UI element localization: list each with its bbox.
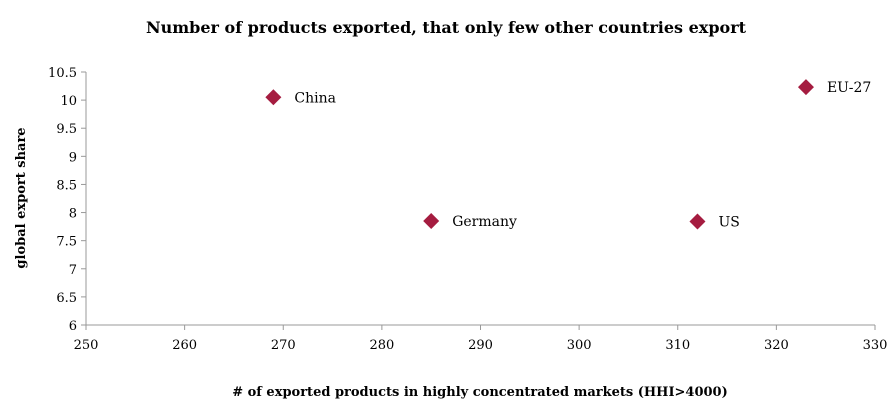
y-tick-label: 10.5 (48, 66, 77, 81)
data-point-marker (689, 213, 706, 230)
y-tick-label: 7.5 (56, 235, 77, 250)
y-tick-label: 7 (69, 263, 77, 278)
x-tick-label: 330 (863, 338, 888, 353)
x-tick-label: 250 (74, 338, 99, 353)
y-tick-label: 8 (69, 207, 77, 222)
x-tick-label: 320 (764, 338, 789, 353)
data-point-marker (265, 89, 282, 106)
data-point-label: Germany (452, 214, 517, 230)
y-axis-label: global export share (14, 127, 29, 268)
plot-area: 6 6.5 7 7.5 8 8.5 9 9.5 10 10.5 250 260 270 280 290 300… (48, 66, 887, 353)
x-tick-label: 310 (665, 338, 690, 353)
x-tick-label: 260 (172, 338, 197, 353)
data-point-label: China (294, 90, 336, 106)
y-tick-label: 9.5 (56, 122, 77, 137)
x-axis-label: # of exported products in highly concent… (232, 385, 728, 400)
y-tick-label: 9 (69, 150, 77, 165)
data-point-label: EU-27 (827, 80, 871, 96)
y-tick-label: 6.5 (56, 291, 77, 306)
x-tick-label: 300 (567, 338, 592, 353)
chart-title: Number of products exported, that only f… (146, 18, 747, 37)
y-tick-label: 8.5 (56, 178, 77, 193)
x-tick-label: 290 (468, 338, 493, 353)
x-tick-label: 280 (369, 338, 394, 353)
x-tick-label: 270 (271, 338, 296, 353)
data-point-marker (423, 212, 440, 229)
y-tick-label: 6 (69, 319, 77, 334)
data-point-label: US (718, 215, 739, 231)
y-tick-label: 10 (60, 94, 77, 109)
data-point-marker (797, 79, 814, 96)
